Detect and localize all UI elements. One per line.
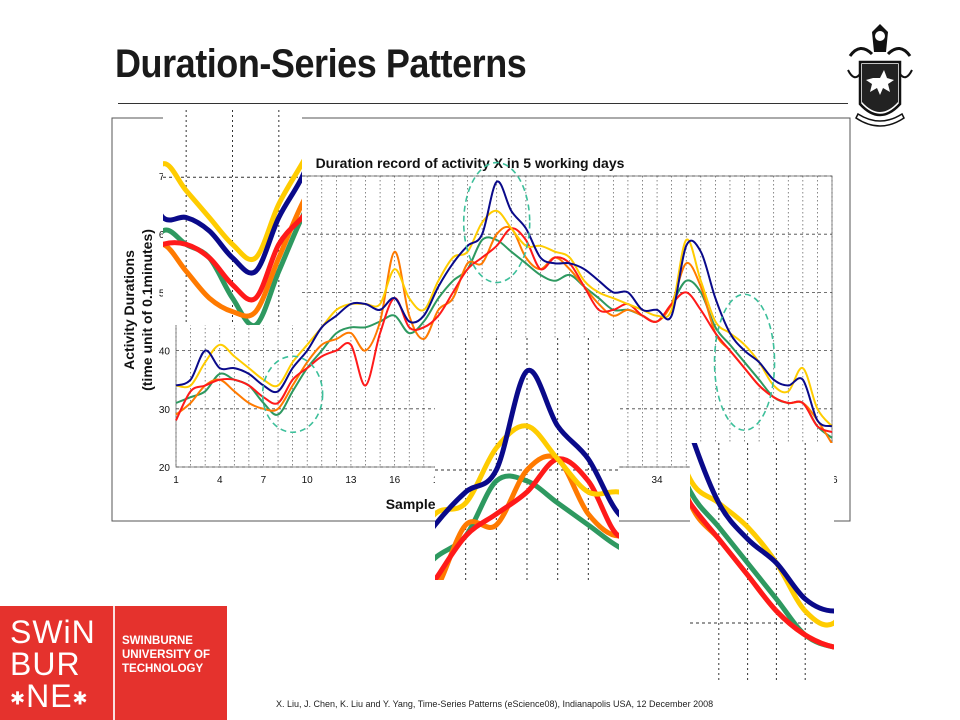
university-crest-icon <box>847 24 913 127</box>
swinburne-logo: SWiN BUR ✱NE✱ SWINBURNE UNIVERSITY OF TE… <box>0 606 227 720</box>
zoom-inset-decline <box>690 443 834 683</box>
y-tick-label: 30 <box>159 405 171 416</box>
x-tick-label: 4 <box>217 475 223 486</box>
y-tick-label: 40 <box>159 347 171 358</box>
x-tick-label: 1 <box>173 475 179 486</box>
y-tick-label: 20 <box>159 463 171 474</box>
logo-wordmark-ne: NE <box>26 678 73 714</box>
series-line-4 <box>175 225 833 445</box>
zoom-inset-peak-series-3 <box>435 473 619 562</box>
zoom-inset-decline-series-5 <box>690 498 834 650</box>
logo-text-line-3: TECHNOLOGY <box>122 663 204 675</box>
zoom-inset-peak-series-2 <box>435 423 619 518</box>
x-tick-label: 10 <box>302 475 314 486</box>
logo-star-icon-2: ✱ <box>72 688 89 709</box>
citation-footer: X. Liu, J. Chen, K. Liu and Y. Yang, Tim… <box>276 699 714 709</box>
pattern-highlight-ellipse-2 <box>462 161 531 284</box>
series-line-3 <box>175 236 833 439</box>
x-tick-label: 13 <box>345 475 357 486</box>
series-line-2 <box>175 209 833 427</box>
zoom-inset-decline-series-3 <box>690 485 834 650</box>
zoom-inset-valley <box>163 110 302 325</box>
title-divider <box>118 103 848 104</box>
zoom-insets <box>163 110 834 683</box>
zoom-inset-decline-bg <box>690 443 834 683</box>
logo-divider <box>113 606 115 720</box>
chart-y-axis-label-line-1: Activity Durations <box>121 250 137 370</box>
pattern-highlight-ellipse-3 <box>713 293 776 432</box>
chart-title: Duration record of activity X in 5 worki… <box>316 155 625 171</box>
x-tick-label: 7 <box>261 475 267 486</box>
chart-y-axis-label-line-2: (time unit of 0.1minutes) <box>139 229 155 391</box>
logo-wordmark-line-1: SWiN <box>10 614 96 650</box>
zoom-inset-decline-series-2 <box>690 473 834 628</box>
logo-text-line-2: UNIVERSITY OF <box>122 649 210 661</box>
logo-text-line-1: SWINBURNE <box>122 635 193 647</box>
chart-series-group <box>175 180 833 445</box>
slide-title: Duration-Series Patterns <box>115 42 527 86</box>
zoom-inset-valley-series-5 <box>163 213 302 303</box>
x-tick-label: 34 <box>652 475 664 486</box>
zoom-inset-valley-series-3 <box>163 211 302 325</box>
logo-university-name: SWINBURNE UNIVERSITY OF TECHNOLOGY <box>122 634 222 676</box>
logo-wordmark: SWiN BUR ✱NE✱ <box>0 606 113 720</box>
logo-star-icon: ✱ <box>10 688 27 709</box>
logo-wordmark-line-3: ✱NE✱ <box>10 680 89 715</box>
zoom-inset-peak-series-1 <box>435 367 619 530</box>
zoom-inset-peak <box>435 338 619 580</box>
zoom-inset-valley-series-2 <box>163 158 302 262</box>
x-tick-label: 16 <box>389 475 401 486</box>
zoom-inset-peak-series-5 <box>435 456 619 580</box>
zoom-inset-decline-series-1 <box>691 443 834 614</box>
pattern-highlights <box>261 161 776 434</box>
series-line-5 <box>175 227 833 434</box>
zoom-inset-peak-series-4 <box>438 453 619 580</box>
zoom-inset-valley-series-1 <box>163 171 302 276</box>
logo-wordmark-line-2: BUR <box>10 646 81 682</box>
pattern-highlight-ellipse-1 <box>261 355 324 434</box>
zoom-inset-valley-series-4 <box>163 198 302 319</box>
